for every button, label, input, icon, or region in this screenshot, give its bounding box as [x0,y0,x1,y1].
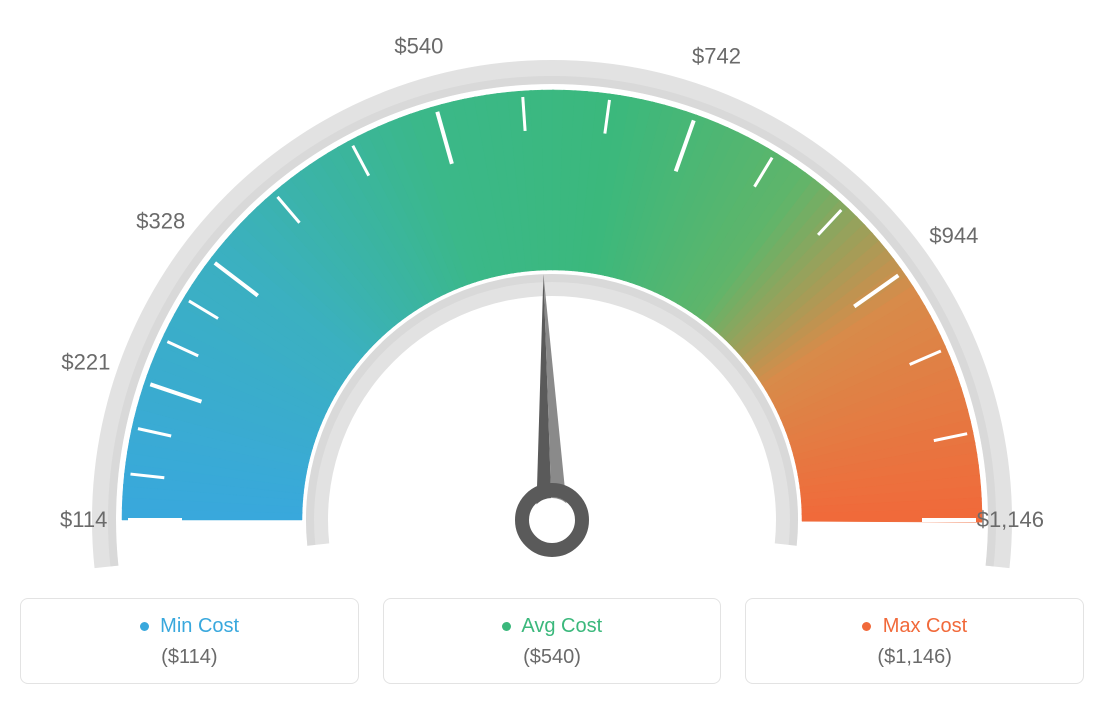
gauge-tick-label: $540 [394,33,443,58]
legend-max-card: Max Cost ($1,146) [745,598,1084,684]
legend-min-label: Min Cost [160,615,239,637]
legend-max-value: ($1,146) [756,646,1073,669]
gauge-tick-label: $944 [929,223,978,248]
legend-avg-value: ($540) [394,646,711,669]
legend-min-title: Min Cost [31,615,348,638]
gauge-hub-hole [530,498,574,542]
dot-icon [862,622,871,631]
gauge-tick-label: $1,146 [977,507,1044,532]
gauge-tick-label: $114 [60,507,107,532]
legend-max-label: Max Cost [883,615,967,637]
legend-row: Min Cost ($114) Avg Cost ($540) Max Cost… [20,598,1084,684]
legend-min-card: Min Cost ($114) [20,598,359,684]
legend-max-title: Max Cost [756,615,1073,638]
gauge-tick-label: $221 [61,350,110,375]
dot-icon [502,622,511,631]
cost-gauge: $114 $221 $328 $540 $742 $944 $1,146 [20,20,1084,580]
legend-min-value: ($114) [31,646,348,669]
legend-avg-label: Avg Cost [521,615,602,637]
dot-icon [140,622,149,631]
legend-avg-card: Avg Cost ($540) [383,598,722,684]
legend-avg-title: Avg Cost [394,615,711,638]
gauge-tick-label: $328 [136,209,185,234]
gauge-tick-label: $742 [692,43,741,68]
